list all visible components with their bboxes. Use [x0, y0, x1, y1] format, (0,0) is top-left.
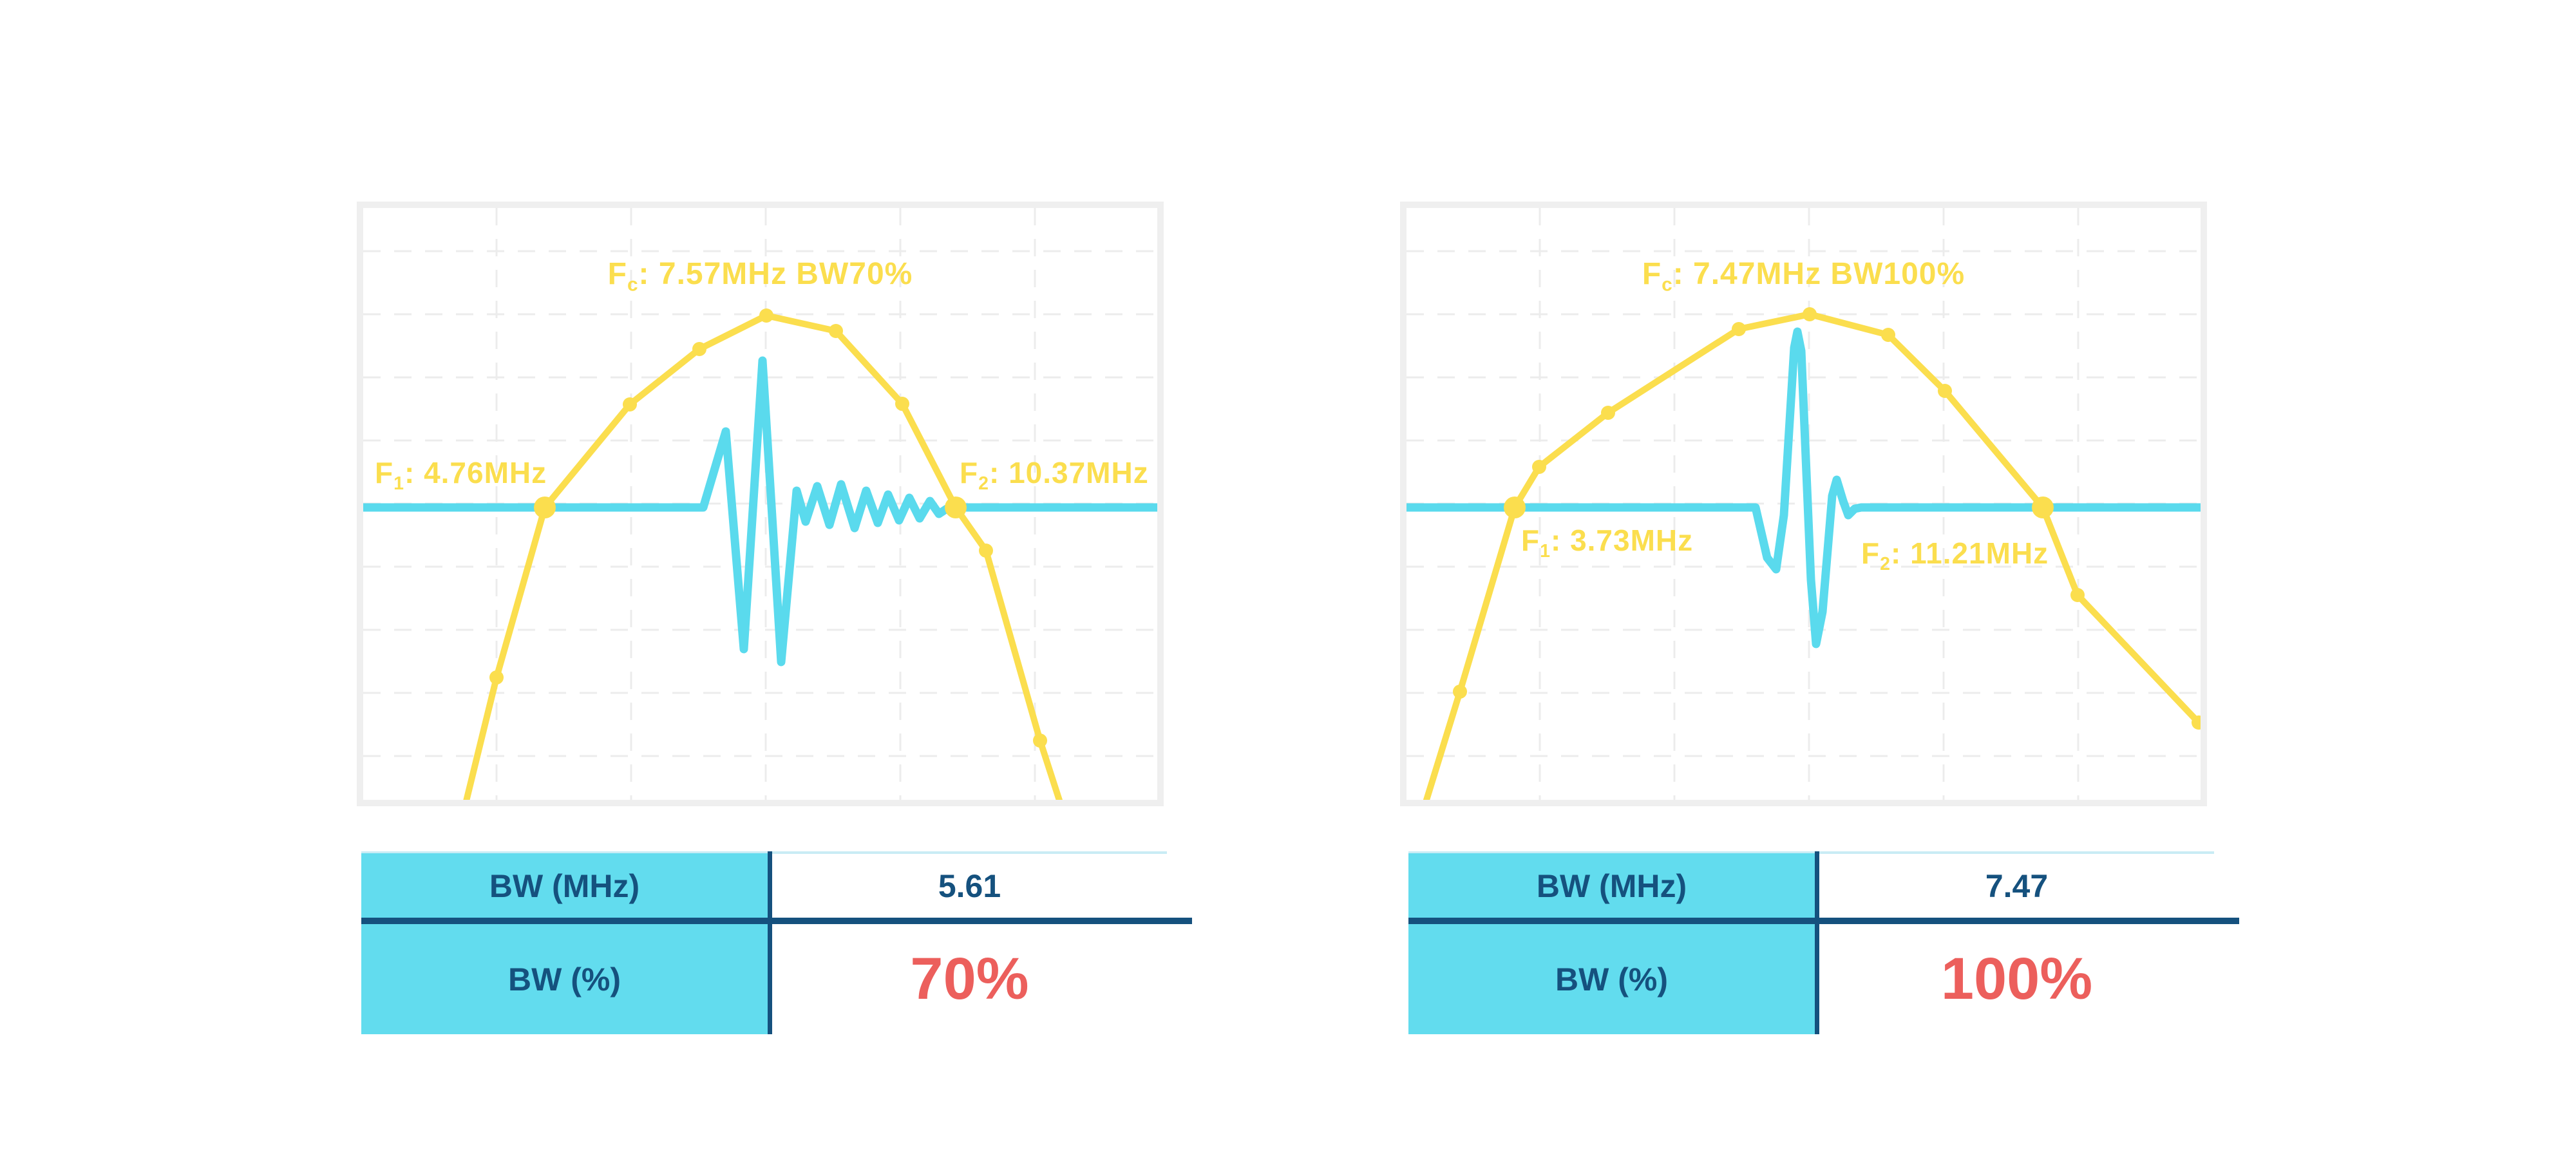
f2-symbol: F [1861, 536, 1880, 570]
spectrum-markers [1453, 307, 2201, 730]
f1-marker [1504, 497, 1526, 518]
f1-annotation-bw70: F1: 4.76MHz [375, 456, 547, 493]
f2-annotation-bw70: F2: 10.37MHz [960, 456, 1149, 493]
table-row-divider [361, 918, 1192, 924]
spectrum-curve [463, 312, 1063, 800]
table-header-column [1408, 853, 1815, 1034]
plot-bw100 [1400, 202, 2207, 806]
table-row-label: BW (MHz) [1408, 854, 1815, 918]
table-row-divider [1408, 918, 2239, 924]
fc-annotation-bw100: Fc: 7.47MHz BW100% [1400, 257, 2207, 294]
f1-symbol: F [375, 456, 394, 489]
f2-symbol: F [960, 456, 979, 489]
f2-subscript: 2 [978, 473, 989, 495]
f1-annotation-bw100: F1: 3.73MHz [1521, 524, 1694, 561]
f2-value: : 10.37MHz [989, 456, 1149, 489]
table-row-value: 70% [772, 924, 1167, 1034]
table-row-value: 100% [1819, 924, 2214, 1034]
table-column-divider [1815, 851, 1819, 1034]
spectrum-curve [1423, 311, 2201, 800]
table-row-value: 7.47 [1819, 854, 2214, 918]
plot-bw70-svg [363, 208, 1157, 800]
f2-subscript: 2 [1880, 554, 1891, 575]
f1-value: : 3.73MHz [1550, 524, 1694, 557]
f1-marker [534, 497, 556, 518]
fc-value: : 7.57MHz BW70% [638, 257, 913, 291]
f2-annotation-bw100: F2: 11.21MHz [1861, 536, 2049, 574]
f1-value: : 4.76MHz [404, 456, 547, 489]
spectrum-markers [489, 308, 1047, 748]
pulse-waveform [1406, 327, 2201, 648]
fc-subscript: c [1662, 274, 1673, 296]
bandwidth-table-bw100: BW (MHz) 7.47 BW (%) 100% [1408, 851, 2239, 1034]
plot-bw70 [357, 202, 1164, 806]
fc-value: : 7.47MHz BW100% [1672, 257, 1965, 291]
bw-mhz-value: 5.61 [938, 867, 1001, 904]
table-column-divider [768, 851, 772, 1034]
bw-mhz-label: BW (MHz) [1536, 867, 1687, 904]
bw-percent-label: BW (%) [508, 961, 621, 998]
fc-annotation-bw70: Fc: 7.57MHz BW70% [357, 257, 1164, 294]
f1-subscript: 1 [393, 473, 404, 495]
bw-percent-value: 70% [910, 946, 1029, 1012]
pulse-waveform [363, 356, 1157, 667]
f2-marker [945, 497, 967, 518]
table-top-border [361, 851, 1167, 854]
bw-mhz-label: BW (MHz) [489, 867, 640, 904]
bw-percent-label: BW (%) [1555, 961, 1668, 998]
fc-subscript: c [627, 274, 639, 296]
table-top-border [1408, 851, 2214, 854]
fc-symbol: F [607, 257, 627, 291]
table-row-label: BW (MHz) [361, 854, 768, 918]
f2-marker [2032, 497, 2054, 518]
f1-symbol: F [1521, 524, 1540, 557]
f1-subscript: 1 [1540, 541, 1551, 562]
f2-value: : 11.21MHz [1890, 536, 2049, 570]
plot-bw100-svg [1406, 208, 2201, 800]
bw-percent-value: 100% [1940, 946, 2093, 1012]
bw-mhz-value: 7.47 [1985, 867, 2049, 904]
table-row-label: BW (%) [361, 924, 768, 1034]
fc-symbol: F [1642, 257, 1662, 291]
table-row-value: 5.61 [772, 854, 1167, 918]
table-header-column [361, 853, 768, 1034]
bandwidth-table-bw70: BW (MHz) 5.61 BW (%) 70% [361, 851, 1192, 1034]
table-row-label: BW (%) [1408, 924, 1815, 1034]
